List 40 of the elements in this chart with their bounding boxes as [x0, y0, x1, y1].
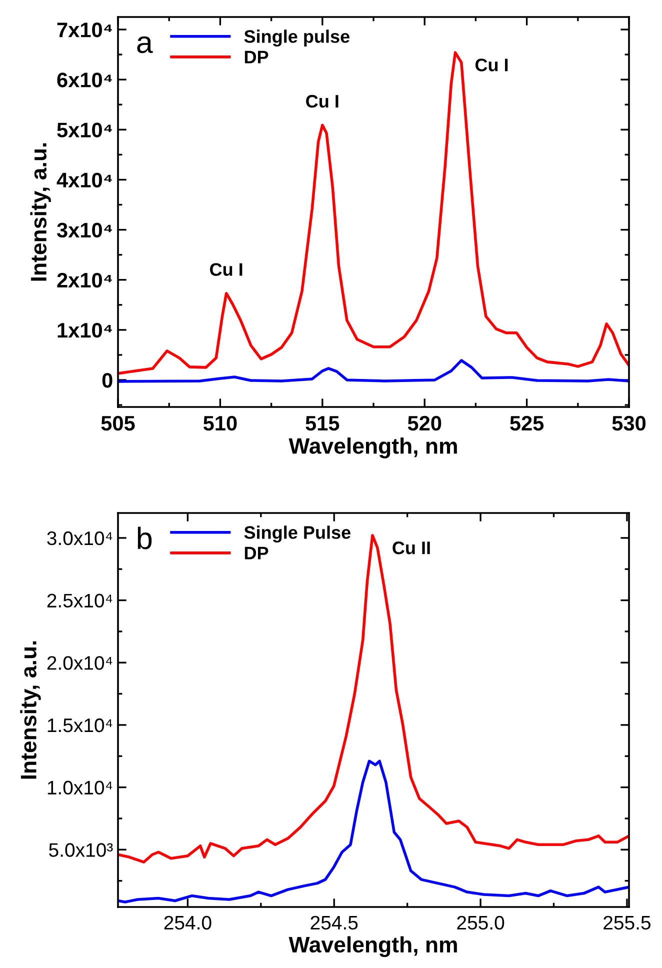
y-tick-label: 2.5x10⁴ [47, 594, 112, 608]
y-tick-label: 1x10⁴ [58, 322, 112, 338]
y-tick-label: 1.5x10⁴ [48, 718, 112, 732]
annotation: Cu I [210, 263, 242, 276]
y-tick-label: 6x10⁴ [57, 72, 112, 88]
x-tick-label: 505 [101, 416, 135, 431]
y-tick-label: 0 [102, 372, 112, 388]
annotation: Cu I [306, 94, 338, 108]
y-tick-label: 4x10⁴ [56, 172, 112, 188]
x-tick-label: 254.0 [164, 916, 212, 930]
x-tick-label: 255.0 [457, 916, 504, 930]
annotation: a [137, 36, 153, 54]
y-tick-label: 3x10⁴ [56, 222, 112, 238]
y-tick-label: 2x10⁴ [57, 272, 112, 288]
line-series [118, 760, 629, 904]
y-tick-label: 5.0x10³ [49, 843, 113, 857]
y-tick-label: 3.0x10⁴ [47, 531, 112, 546]
x-tick-label: 255.5 [604, 916, 650, 930]
y-axis-title: Intensity, a.u. [20, 641, 41, 779]
legend-label: DP [244, 546, 268, 560]
y-tick-label: 2.0x10⁴ [47, 656, 112, 670]
y-tick-label: 7x10⁴ [57, 22, 112, 38]
x-tick-label: 530 [612, 416, 646, 431]
x-tick-label: 510 [203, 416, 237, 431]
x-tick-label: 525 [510, 416, 544, 431]
annotation: Cu II [392, 541, 430, 554]
x-tick-label: 520 [408, 416, 442, 431]
annotation: Cu I [475, 58, 508, 72]
x-axis-title: Wavelength, nm [288, 936, 457, 958]
legend-label: Single pulse [244, 30, 350, 47]
legend-label: Single Pulse [244, 526, 350, 543]
y-tick-label: 1.0x10⁴ [48, 780, 112, 795]
x-tick-label: 254.5 [310, 916, 358, 930]
annotation: b [138, 526, 152, 550]
y-axis-title: Intensity, a.u. [30, 143, 51, 281]
x-tick-label: 515 [306, 416, 340, 431]
y-tick-label: 5x10⁴ [57, 122, 112, 138]
x-axis-title: Wavelength, nm [288, 438, 457, 458]
line-series [118, 359, 629, 383]
legend-label: DP [244, 50, 268, 64]
